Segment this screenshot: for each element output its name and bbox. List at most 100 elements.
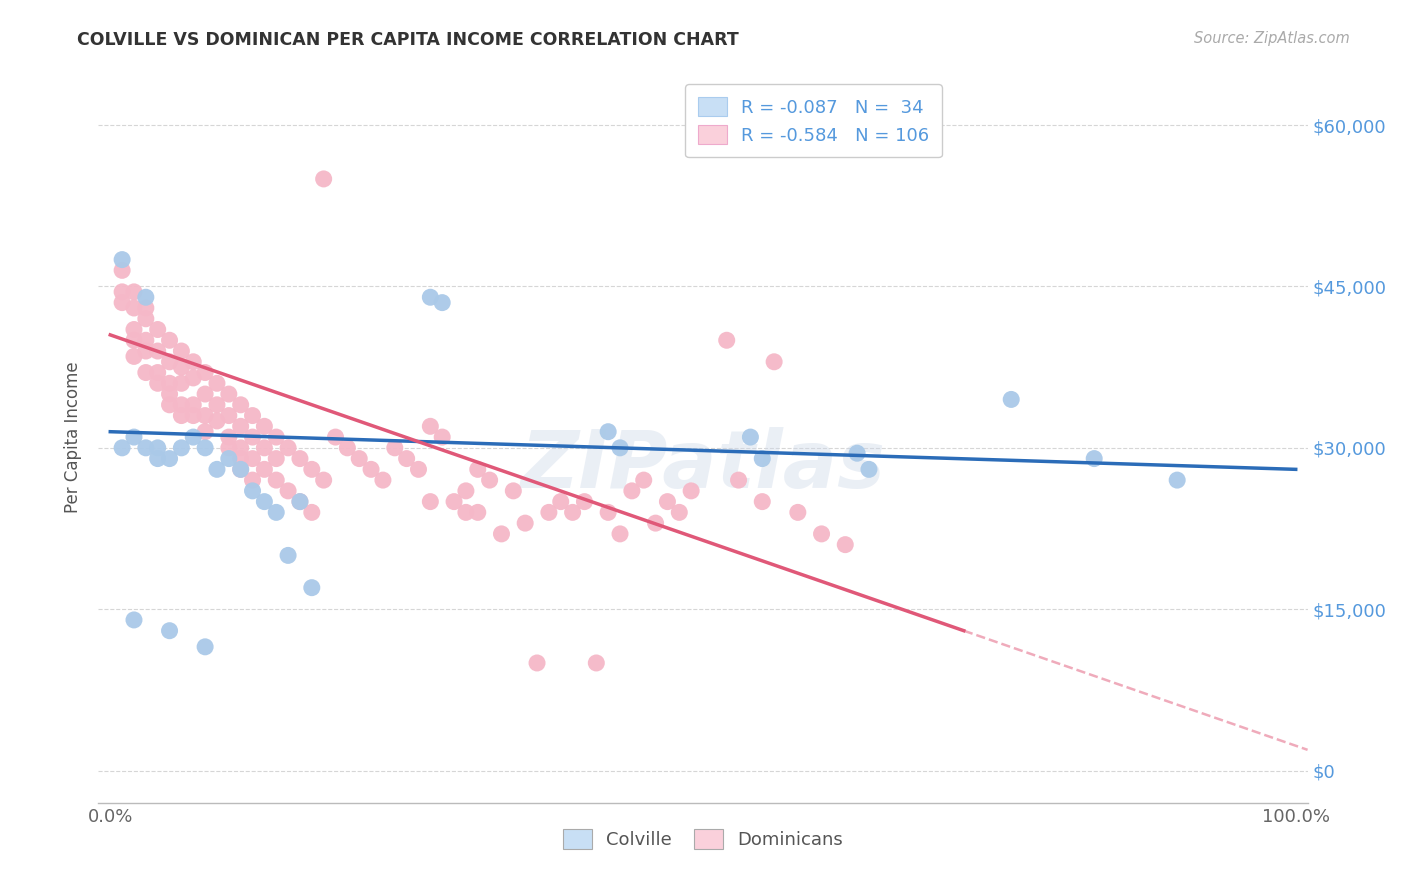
- Point: [419, 419, 441, 434]
- Point: [194, 425, 217, 439]
- Point: [135, 333, 157, 347]
- Point: [194, 387, 217, 401]
- Point: [395, 451, 418, 466]
- Point: [122, 430, 145, 444]
- Point: [1166, 473, 1188, 487]
- Point: [159, 451, 181, 466]
- Point: [122, 333, 145, 347]
- Point: [205, 414, 228, 428]
- Point: [264, 451, 287, 466]
- Point: [253, 494, 276, 508]
- Point: [242, 451, 264, 466]
- Point: [467, 505, 489, 519]
- Text: ZIPatlas: ZIPatlas: [520, 427, 886, 506]
- Point: [1000, 392, 1022, 407]
- Point: [181, 430, 204, 444]
- Point: [668, 505, 690, 519]
- Point: [242, 473, 264, 487]
- Point: [229, 398, 252, 412]
- Point: [205, 398, 228, 412]
- Point: [146, 451, 169, 466]
- Point: [443, 494, 465, 508]
- Point: [242, 483, 264, 498]
- Point: [122, 613, 145, 627]
- Point: [253, 441, 276, 455]
- Point: [135, 301, 157, 315]
- Point: [229, 419, 252, 434]
- Point: [277, 549, 299, 563]
- Point: [502, 483, 524, 498]
- Point: [408, 462, 430, 476]
- Point: [288, 451, 311, 466]
- Point: [740, 430, 762, 444]
- Point: [146, 441, 169, 455]
- Point: [598, 505, 620, 519]
- Point: [681, 483, 703, 498]
- Point: [111, 263, 134, 277]
- Point: [159, 376, 181, 391]
- Point: [205, 462, 228, 476]
- Point: [657, 494, 679, 508]
- Point: [146, 366, 169, 380]
- Point: [727, 473, 749, 487]
- Point: [277, 441, 299, 455]
- Point: [574, 494, 596, 508]
- Point: [159, 398, 181, 412]
- Point: [194, 441, 217, 455]
- Point: [515, 516, 537, 530]
- Point: [218, 441, 240, 455]
- Point: [111, 441, 134, 455]
- Point: [264, 473, 287, 487]
- Point: [491, 527, 513, 541]
- Y-axis label: Per Capita Income: Per Capita Income: [65, 361, 83, 513]
- Point: [644, 516, 666, 530]
- Point: [170, 360, 193, 375]
- Point: [336, 441, 359, 455]
- Point: [253, 419, 276, 434]
- Point: [325, 430, 347, 444]
- Text: Source: ZipAtlas.com: Source: ZipAtlas.com: [1194, 31, 1350, 46]
- Point: [218, 409, 240, 423]
- Point: [181, 409, 204, 423]
- Point: [135, 441, 157, 455]
- Point: [585, 656, 607, 670]
- Point: [264, 505, 287, 519]
- Point: [609, 441, 631, 455]
- Point: [159, 333, 181, 347]
- Point: [526, 656, 548, 670]
- Point: [264, 430, 287, 444]
- Point: [170, 441, 193, 455]
- Point: [181, 355, 204, 369]
- Point: [242, 409, 264, 423]
- Point: [229, 441, 252, 455]
- Point: [419, 290, 441, 304]
- Point: [277, 483, 299, 498]
- Point: [146, 322, 169, 336]
- Point: [598, 425, 620, 439]
- Point: [122, 322, 145, 336]
- Point: [288, 494, 311, 508]
- Point: [111, 285, 134, 299]
- Point: [135, 311, 157, 326]
- Point: [846, 446, 869, 460]
- Point: [181, 371, 204, 385]
- Point: [159, 387, 181, 401]
- Point: [301, 505, 323, 519]
- Point: [146, 376, 169, 391]
- Point: [194, 409, 217, 423]
- Point: [170, 376, 193, 391]
- Point: [751, 494, 773, 508]
- Point: [170, 344, 193, 359]
- Point: [561, 505, 583, 519]
- Point: [218, 451, 240, 466]
- Point: [111, 252, 134, 267]
- Point: [218, 387, 240, 401]
- Point: [312, 172, 335, 186]
- Point: [288, 494, 311, 508]
- Point: [205, 376, 228, 391]
- Point: [763, 355, 786, 369]
- Point: [537, 505, 560, 519]
- Point: [194, 366, 217, 380]
- Point: [135, 290, 157, 304]
- Point: [834, 538, 856, 552]
